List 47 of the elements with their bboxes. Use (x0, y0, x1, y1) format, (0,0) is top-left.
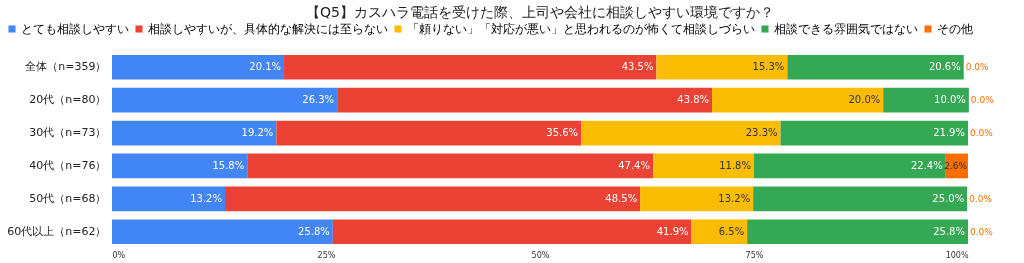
data-label: 35.6% (546, 127, 579, 139)
x-tick-label: 100% (945, 250, 969, 260)
legend-label: 「頼りない」「対応が悪い」と思われるのが怖くて相談しづらい (407, 22, 755, 36)
x-tick-label: 0% (112, 250, 126, 260)
data-label: 0.0% (965, 62, 990, 73)
data-label: 15.8% (212, 159, 245, 171)
data-label: 10.0% (934, 94, 966, 106)
x-tick-label: 25% (317, 250, 336, 260)
data-label: 13.2% (190, 192, 222, 204)
data-label: 19.2% (241, 127, 274, 139)
data-label: 25.8% (298, 225, 330, 237)
data-label: 6.5% (718, 225, 745, 237)
data-label: 20.6% (928, 61, 961, 73)
y-tick-label: 60代以上（n=62） (7, 224, 107, 238)
data-label: 23.3% (745, 127, 778, 139)
data-label: 43.8% (677, 94, 710, 106)
data-label: 25.8% (933, 225, 965, 237)
y-tick-label: 全体（n=359） (25, 60, 107, 74)
data-label: 41.9% (656, 225, 689, 237)
legend-label: 相談できる雰囲気ではない (774, 22, 918, 36)
data-label: 0.0% (970, 226, 994, 237)
data-label: 21.9% (933, 127, 965, 139)
y-tick-label: 50代（n=68） (29, 191, 107, 205)
data-label: 47.4% (618, 159, 650, 171)
y-tick-label: 30代（n=73） (29, 126, 107, 140)
data-label: 25.0% (932, 192, 965, 204)
x-tick-label: 50% (531, 250, 550, 260)
legend-label: とても相談しやすい (21, 22, 129, 36)
data-label: 48.5% (605, 192, 638, 204)
data-label: 20.0% (848, 94, 881, 106)
data-label: 0.0% (970, 128, 994, 139)
x-tick-label: 75% (745, 250, 764, 260)
data-label: 0.0% (970, 95, 995, 106)
y-tick-label: 20代（n=80） (29, 93, 107, 107)
data-label: 2.6% (944, 160, 968, 171)
legend-label: 相談しやすいが、具体的な解決には至らない (148, 22, 388, 36)
data-label: 15.3% (752, 61, 785, 73)
data-label: 20.1% (249, 61, 282, 73)
data-label: 11.8% (719, 159, 751, 171)
y-tick-label: 40代（n=76） (29, 158, 107, 172)
data-label: 26.3% (302, 94, 335, 106)
data-label: 0.0% (969, 193, 993, 204)
data-label: 22.4% (910, 159, 943, 171)
data-label: 13.2% (718, 192, 751, 204)
chart-title: 【Q5】カスハラ電話を受けた際、上司や会社に相談しやすい環境ですか？ (306, 4, 774, 20)
data-label: 43.5% (621, 61, 654, 73)
legend-label: その他 (937, 22, 973, 36)
